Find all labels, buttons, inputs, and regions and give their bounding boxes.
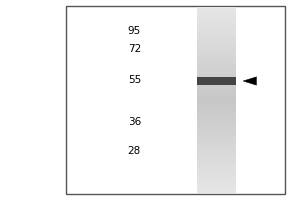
- Bar: [196, 74, 236, 77]
- Bar: [196, 181, 236, 184]
- Bar: [196, 100, 236, 102]
- Bar: [196, 111, 236, 114]
- Bar: [196, 60, 236, 63]
- Bar: [196, 7, 236, 9]
- Bar: [196, 153, 236, 156]
- Bar: [196, 81, 236, 84]
- Bar: [196, 28, 236, 30]
- Bar: [196, 25, 236, 28]
- Bar: [196, 16, 236, 19]
- Bar: [196, 102, 236, 105]
- Text: 28: 28: [128, 146, 141, 156]
- Bar: [196, 32, 236, 35]
- Bar: [66, 6, 285, 194]
- Bar: [196, 172, 236, 174]
- Bar: [196, 190, 236, 193]
- Bar: [196, 109, 236, 112]
- Bar: [196, 77, 236, 85]
- Bar: [196, 146, 236, 149]
- Text: 95: 95: [128, 26, 141, 36]
- Bar: [196, 156, 236, 158]
- Bar: [196, 170, 236, 172]
- Bar: [196, 49, 236, 51]
- Bar: [196, 14, 236, 16]
- Bar: [196, 9, 236, 12]
- Bar: [196, 65, 236, 67]
- Bar: [196, 84, 236, 86]
- Bar: [196, 128, 236, 130]
- Bar: [196, 130, 236, 133]
- Bar: [196, 121, 236, 123]
- Bar: [196, 149, 236, 151]
- Bar: [196, 23, 236, 26]
- Bar: [196, 95, 236, 98]
- Polygon shape: [243, 77, 256, 85]
- Bar: [196, 11, 236, 14]
- Bar: [196, 67, 236, 70]
- Bar: [196, 135, 236, 137]
- Bar: [196, 46, 236, 49]
- Bar: [196, 21, 236, 23]
- Bar: [196, 165, 236, 167]
- Bar: [196, 158, 236, 160]
- Bar: [196, 35, 236, 37]
- Bar: [196, 188, 236, 191]
- Bar: [196, 186, 236, 188]
- Bar: [196, 123, 236, 126]
- Bar: [196, 184, 236, 186]
- Bar: [196, 86, 236, 88]
- Text: 72: 72: [128, 44, 141, 54]
- Bar: [196, 39, 236, 42]
- Text: 36: 36: [128, 117, 141, 127]
- Bar: [196, 125, 236, 128]
- Bar: [196, 107, 236, 109]
- Bar: [196, 104, 236, 107]
- Bar: [196, 88, 236, 91]
- Bar: [196, 53, 236, 56]
- Bar: [196, 51, 236, 53]
- Bar: [196, 37, 236, 40]
- Bar: [196, 77, 236, 79]
- Text: 55: 55: [128, 75, 141, 85]
- Bar: [196, 118, 236, 121]
- Bar: [196, 30, 236, 33]
- Bar: [196, 132, 236, 135]
- Bar: [196, 177, 236, 179]
- Bar: [196, 116, 236, 119]
- Bar: [196, 142, 236, 144]
- Bar: [196, 90, 236, 93]
- Bar: [196, 72, 236, 74]
- Bar: [196, 44, 236, 47]
- Bar: [196, 18, 236, 21]
- Bar: [196, 167, 236, 170]
- Bar: [196, 151, 236, 153]
- Bar: [196, 139, 236, 142]
- Bar: [196, 56, 236, 58]
- Bar: [196, 42, 236, 44]
- Bar: [196, 174, 236, 177]
- Bar: [196, 163, 236, 165]
- Bar: [196, 114, 236, 116]
- Bar: [196, 58, 236, 60]
- Bar: [196, 160, 236, 163]
- Bar: [196, 63, 236, 65]
- Bar: [196, 97, 236, 100]
- Bar: [196, 79, 236, 81]
- Bar: [196, 70, 236, 72]
- Bar: [196, 144, 236, 146]
- Bar: [196, 179, 236, 181]
- Bar: [196, 93, 236, 95]
- Bar: [196, 137, 236, 140]
